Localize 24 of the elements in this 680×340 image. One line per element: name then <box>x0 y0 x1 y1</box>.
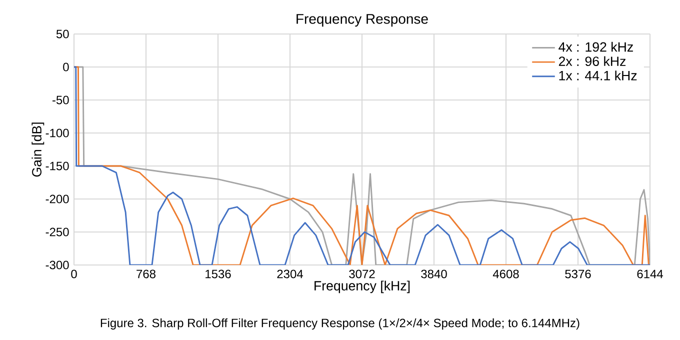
y-tick-label: -150 <box>46 162 69 170</box>
x-tick-label: 3840 <box>421 270 447 278</box>
legend-label: 1x : 44.1 kHz <box>559 70 637 80</box>
chart-title: Frequency Response <box>296 14 428 27</box>
y-tick-label: -200 <box>46 194 69 204</box>
y-axis-title: Gain [dB] <box>32 122 44 177</box>
y-tick-label: -50 <box>52 96 69 104</box>
y-tick-label: -300 <box>46 260 69 270</box>
x-tick-label: 1536 <box>206 270 231 278</box>
y-tick-label: 0 <box>63 62 69 72</box>
x-tick-label: 3072 <box>349 270 375 278</box>
x-tick-label: 6144 <box>637 270 663 278</box>
y-tick-label: -100 <box>46 128 69 138</box>
legend-label: 2x : 96 kHz <box>558 56 626 66</box>
x-tick-label: 768 <box>136 270 156 278</box>
caption: Figure 3. Sharp Roll-Off Filter Frequency Response (1×/2×/4× Speed Mode; to 6.144MHz) <box>100 318 580 330</box>
x-tick-label: 0 <box>71 270 77 278</box>
x-tick-label: 5376 <box>565 270 591 278</box>
y-tick-label: -250 <box>46 228 69 236</box>
x-axis-title: Frequency [kHz] <box>314 280 410 294</box>
legend-label: 4x : 192 kHz <box>558 42 633 52</box>
x-tick-label: 2304 <box>277 270 303 278</box>
x-tick-label: 4608 <box>492 270 519 278</box>
y-tick-label: 50 <box>56 30 69 38</box>
